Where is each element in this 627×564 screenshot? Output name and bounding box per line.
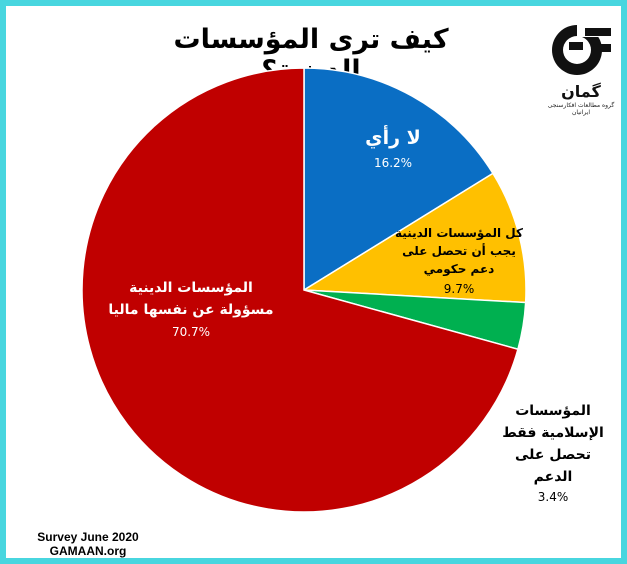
footer-survey-date: Survey June 2020 — [37, 530, 139, 544]
pie-slice-2 — [301, 172, 527, 304]
slice-label-3-line-2: الإسلامية فقط — [502, 425, 604, 441]
slice-label-3-line-4: الدعم — [534, 469, 573, 485]
slice-label-3-line-3: تحصل على — [515, 447, 591, 463]
slice-label-2-line-1: كل المؤسسات الدينية — [395, 226, 523, 241]
logo-word: گمان — [561, 82, 601, 101]
slice-label-2-line-2: يجب أن تحصل على — [402, 243, 516, 258]
slice-value-3: 3.4% — [538, 490, 569, 504]
slice-value-1: 16.2% — [374, 156, 412, 170]
pie-slice-1 — [303, 67, 494, 292]
pie-slice-4 — [81, 67, 519, 513]
slice-label-1-line-1: لا رأي — [365, 125, 421, 150]
pie-chart: لا رأي 16.2% كل المؤسسات الدينية يجب أن تحص… — [81, 67, 604, 513]
slice-value-2: 9.7% — [444, 282, 475, 296]
footer-website: GAMAAN.org — [49, 544, 127, 558]
logo-subtitle: گروه مطالعات افکارسنجی ایرانیان — [547, 102, 615, 116]
footer: Survey June 2020 GAMAAN.org — [28, 530, 148, 558]
slice-label-3-line-1: المؤسسات — [515, 403, 591, 419]
slice-value-4: 70.7% — [172, 325, 210, 339]
slice-label-4-line-2: مسؤولة عن نفسها ماليا — [108, 302, 273, 318]
gamaan-logo: گمان گروه مطالعات افکارسنجی ایرانیان — [541, 20, 621, 116]
gamaan-logo-icon — [552, 24, 611, 75]
slice-label-2-line-3: دعم حكومي — [424, 262, 495, 277]
slice-label-4-line-1: المؤسسات الدينية — [129, 280, 253, 296]
